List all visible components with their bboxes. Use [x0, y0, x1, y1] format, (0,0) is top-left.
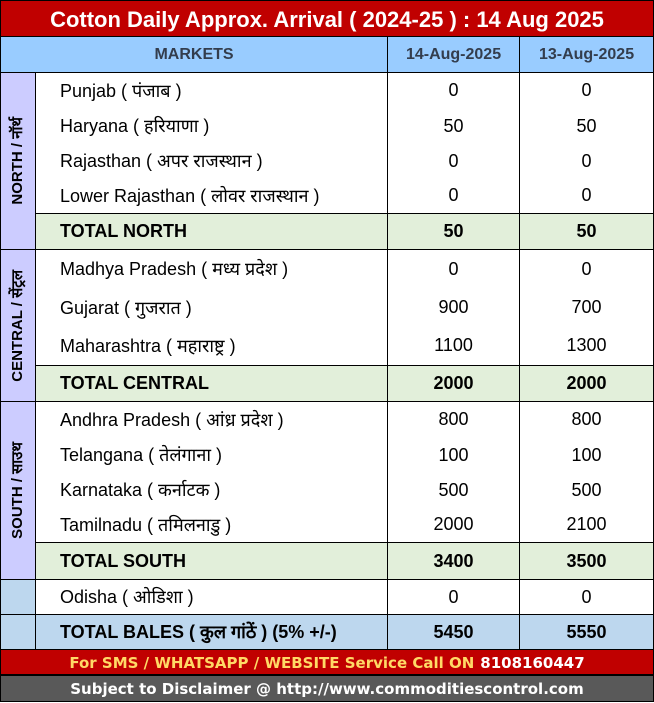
disclaimer-banner[interactable]: Subject to Disclaimer @ http://www.commo…	[0, 675, 654, 702]
table-row: Rajasthan ( अपर राजस्थान ) 0 0	[1, 143, 654, 179]
value-13-aug: 50	[519, 213, 654, 250]
region-label-text: CENTRAL / सेंट्रल	[9, 269, 26, 382]
value-14-aug: 50	[387, 108, 521, 144]
value-14-aug: 1100	[387, 326, 521, 366]
value-14-aug: 0	[387, 143, 521, 179]
market-name: TOTAL SOUTH	[34, 542, 389, 580]
table-row: Odisha ( ओडिशा ) 0 0	[0, 579, 654, 615]
table-row: Haryana ( हरियाणा ) 50 50	[1, 108, 654, 144]
market-name: Madhya Pradesh ( मध्य प्रदेश )	[34, 249, 389, 289]
market-name: Haryana ( हरियाणा )	[34, 108, 389, 144]
total-row: TOTAL CENTRAL 2000 2000	[1, 365, 654, 402]
market-name: Rajasthan ( अपर राजस्थान )	[34, 143, 389, 179]
market-name: Andhra Pradesh ( आंध्र प्रदेश )	[34, 401, 389, 438]
market-name: TOTAL BALES ( कुल गांठें ) (5% +/-)	[34, 614, 389, 650]
value-13-aug: 100	[519, 437, 654, 473]
value-13-aug: 800	[519, 401, 654, 438]
markets-header: MARKETS	[0, 36, 389, 73]
market-name: Punjab ( पंजाब )	[34, 72, 389, 109]
value-13-aug: 0	[519, 249, 654, 289]
region-label-text: SOUTH / साउथ	[9, 442, 26, 539]
table-row: Karnataka ( कर्नाटक ) 500 500	[1, 472, 654, 508]
value-14-aug: 800	[387, 401, 521, 438]
market-name: Gujarat ( गुजरात )	[34, 288, 389, 327]
value-13-aug: 1300	[519, 326, 654, 366]
arrival-table: MARKETS 14-Aug-2025 13-Aug-2025 NORTH / …	[0, 36, 654, 650]
table-row: Telangana ( तेलंगाना ) 100 100	[1, 437, 654, 473]
table-row: Tamilnadu ( तमिलनाडु ) 2000 2100	[1, 507, 654, 543]
table-row: Maharashtra ( महाराष्ट्र ) 1100 1300	[1, 326, 654, 366]
table-row: SOUTH / साउथ Andhra Pradesh ( आंध्र प्रदे…	[0, 401, 654, 580]
value-14-aug: 900	[387, 288, 521, 327]
value-13-aug: 0	[519, 579, 654, 615]
grand-side-cell	[0, 614, 36, 650]
page-title: Cotton Daily Approx. Arrival ( 2024-25 )…	[0, 0, 654, 37]
value-13-aug: 2100	[519, 507, 654, 543]
value-13-aug: 0	[519, 178, 654, 214]
value-13-aug: 3500	[519, 542, 654, 580]
central-region-label: CENTRAL / सेंट्रल	[0, 249, 36, 402]
value-14-aug: 0	[387, 72, 521, 109]
market-name: Odisha ( ओडिशा )	[34, 579, 389, 615]
value-14-aug: 0	[387, 579, 521, 615]
value-14-aug: 100	[387, 437, 521, 473]
market-name: Lower Rajasthan ( लोवर राजस्थान )	[34, 178, 389, 214]
value-13-aug: 700	[519, 288, 654, 327]
value-13-aug: 5550	[519, 614, 654, 650]
value-14-aug: 2000	[387, 507, 521, 543]
value-14-aug: 3400	[387, 542, 521, 580]
market-name: TOTAL NORTH	[34, 213, 389, 250]
value-13-aug: 500	[519, 472, 654, 508]
service-banner: For SMS / WHATSAPP / WEBSITE Service Cal…	[0, 649, 654, 675]
total-row: TOTAL NORTH 50 50	[1, 213, 654, 250]
value-13-aug: 0	[519, 143, 654, 179]
table-row: Gujarat ( गुजरात ) 900 700	[1, 288, 654, 327]
odisha-side-cell	[0, 579, 36, 615]
value-14-aug: 0	[387, 249, 521, 289]
value-14-aug: 500	[387, 472, 521, 508]
table-row: Lower Rajasthan ( लोवर राजस्थान ) 0 0	[1, 178, 654, 214]
value-13-aug: 2000	[519, 365, 654, 402]
value-13-aug: 50	[519, 108, 654, 144]
table-row: CENTRAL / सेंट्रल Madhya Pradesh ( मध्य प…	[0, 249, 654, 402]
value-13-aug: 0	[519, 72, 654, 109]
value-14-aug: 5450	[387, 614, 521, 650]
market-name: Telangana ( तेलंगाना )	[34, 437, 389, 473]
header-row: MARKETS 14-Aug-2025 13-Aug-2025	[0, 36, 654, 73]
north-region-label: NORTH / नॉर्थ	[0, 72, 36, 250]
market-name: TOTAL CENTRAL	[34, 365, 389, 402]
table-row: NORTH / नॉर्थ Punjab ( पंजाब ) 0 0	[0, 72, 654, 250]
market-name: Maharashtra ( महाराष्ट्र )	[34, 326, 389, 366]
total-row: TOTAL BALES ( कुल गांठें ) (5% +/-) 5450 5…	[0, 614, 654, 650]
region-label-text: NORTH / नॉर्थ	[9, 117, 26, 205]
market-name: Karnataka ( कर्नाटक )	[34, 472, 389, 508]
value-14-aug: 50	[387, 213, 521, 250]
service-text: For SMS / WHATSAPP / WEBSITE Service Cal…	[69, 654, 475, 672]
value-14-aug: 0	[387, 178, 521, 214]
date-header-1: 14-Aug-2025	[387, 36, 521, 73]
market-name: Tamilnadu ( तमिलनाडु )	[34, 507, 389, 543]
total-row: TOTAL SOUTH 3400 3500	[1, 542, 654, 580]
south-region-label: SOUTH / साउथ	[0, 401, 36, 580]
date-header-2: 13-Aug-2025	[519, 36, 654, 73]
value-14-aug: 2000	[387, 365, 521, 402]
phone-number[interactable]: 8108160447	[480, 654, 585, 672]
